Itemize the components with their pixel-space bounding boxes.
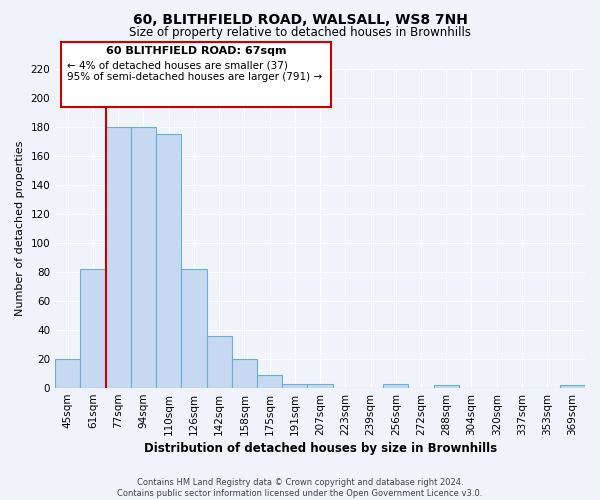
Bar bbox=[257, 375, 282, 388]
Bar bbox=[282, 384, 307, 388]
Text: 95% of semi-detached houses are larger (791) →: 95% of semi-detached houses are larger (… bbox=[67, 72, 322, 83]
Bar bbox=[55, 359, 80, 388]
Text: 60, BLITHFIELD ROAD, WALSALL, WS8 7NH: 60, BLITHFIELD ROAD, WALSALL, WS8 7NH bbox=[133, 12, 467, 26]
Bar bbox=[232, 359, 257, 388]
Bar bbox=[206, 336, 232, 388]
Text: Contains HM Land Registry data © Crown copyright and database right 2024.
Contai: Contains HM Land Registry data © Crown c… bbox=[118, 478, 482, 498]
Bar bbox=[181, 269, 206, 388]
Text: 60 BLITHFIELD ROAD: 67sqm: 60 BLITHFIELD ROAD: 67sqm bbox=[106, 46, 286, 56]
Y-axis label: Number of detached properties: Number of detached properties bbox=[15, 141, 25, 316]
Bar bbox=[560, 385, 585, 388]
Text: ← 4% of detached houses are smaller (37): ← 4% of detached houses are smaller (37) bbox=[67, 60, 288, 70]
Bar bbox=[131, 127, 156, 388]
Text: Size of property relative to detached houses in Brownhills: Size of property relative to detached ho… bbox=[129, 26, 471, 39]
Bar bbox=[307, 384, 332, 388]
Bar bbox=[434, 385, 459, 388]
Bar bbox=[80, 269, 106, 388]
Bar bbox=[156, 134, 181, 388]
X-axis label: Distribution of detached houses by size in Brownhills: Distribution of detached houses by size … bbox=[143, 442, 497, 455]
Bar bbox=[106, 127, 131, 388]
Bar bbox=[383, 384, 409, 388]
